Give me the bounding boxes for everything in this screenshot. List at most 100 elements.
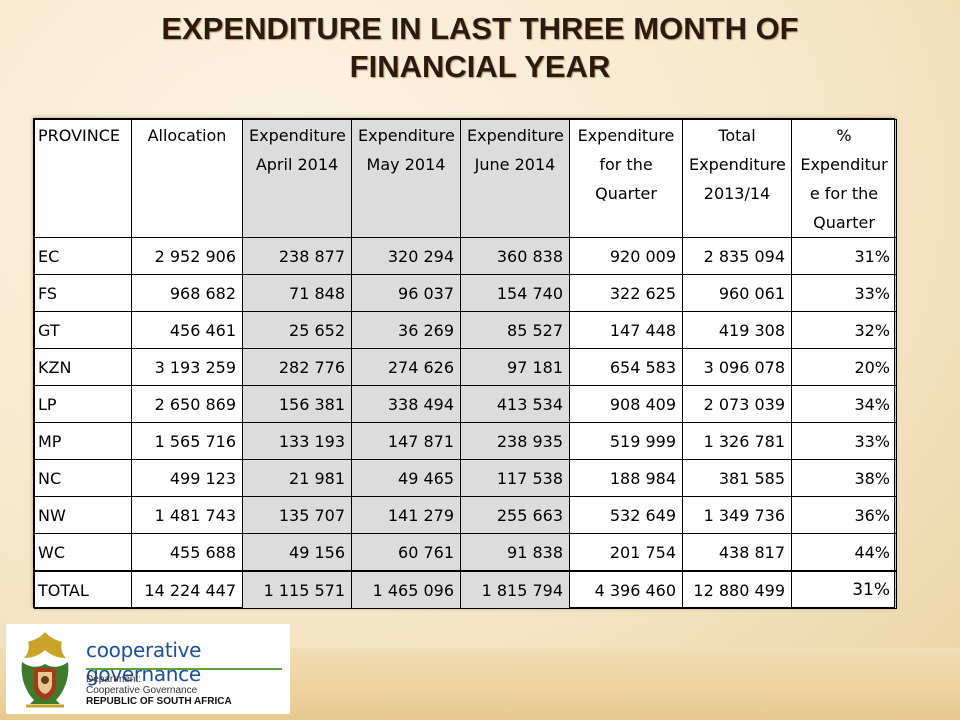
amount-cell: 322 625 [569,274,683,312]
expenditure-table: PROVINCE Allocation Expenditure April 2014 E… [34,119,897,609]
percent-cell: 33% [791,422,897,460]
column-header: % Expenditur e for the Quarter [791,119,897,238]
column-header: Expenditure June 2014 [460,119,570,238]
amount-cell: 908 409 [569,385,683,423]
dept-line-3: REPUBLIC OF SOUTH AFRICA [86,696,232,707]
column-header-line: Total [718,126,756,145]
province-cell: MP [34,422,132,460]
column-header-line: Expenditure [689,155,786,174]
department-text: Department: Cooperative Governance REPUB… [86,674,232,707]
column-header-line: % [836,126,852,145]
column-header: Allocation [131,119,243,238]
amount-cell: 1 481 743 [131,496,243,534]
amount-cell: 21 981 [242,459,352,497]
amount-cell: 960 061 [682,274,792,312]
column-header-line: April 2014 [255,155,339,174]
amount-cell: 97 181 [460,348,570,386]
percent-cell: 31% [791,237,897,275]
department-logo: cooperative governance Department: Coope… [6,624,290,714]
province-cell: NC [34,459,132,497]
amount-cell: 1 465 096 [351,570,461,609]
province-cell: FS [34,274,132,312]
amount-cell: 14 224 447 [131,570,243,609]
amount-cell: 3 096 078 [682,348,792,386]
amount-cell: 968 682 [131,274,243,312]
amount-cell: 91 838 [460,533,570,572]
amount-cell: 920 009 [569,237,683,275]
amount-cell: 60 761 [351,533,461,572]
amount-cell: 3 193 259 [131,348,243,386]
column-header-line: Expenditure [358,126,455,145]
table-row: NW 1 481 743 135 707 141 279 255 663 532 649 1… [34,496,897,534]
province-cell: NW [34,496,132,534]
percent-cell: 34% [791,385,897,423]
amount-cell: 532 649 [569,496,683,534]
amount-cell: 360 838 [460,237,570,275]
province-cell: TOTAL [34,570,132,609]
amount-cell: 201 754 [569,533,683,572]
table-row: FS 968 682 71 848 96 037 154 740 322 625 960 0… [34,274,897,312]
dept-line-1: Department: [86,674,142,685]
amount-cell: 49 156 [242,533,352,572]
expenditure-table-container: PROVINCE Allocation Expenditure April 2014 E… [33,118,897,609]
percent-cell: 20% [791,348,897,386]
coat-of-arms-icon [21,632,69,708]
amount-cell: 133 193 [242,422,352,460]
amount-cell: 2 835 094 [682,237,792,275]
amount-cell: 282 776 [242,348,352,386]
page-title: EXPENDITURE IN LAST THREE MONTH OF FINAN… [0,10,960,86]
amount-cell: 255 663 [460,496,570,534]
table-row: WC 455 688 49 156 60 761 91 838 201 754 438 81… [34,533,897,572]
brand-name: cooperative governance [86,638,202,686]
total-row: TOTAL 14 224 447 1 115 571 1 465 096 1 815 7… [34,570,897,609]
amount-cell: 413 534 [460,385,570,423]
column-header-line: Quarter [813,213,875,232]
amount-cell: 156 381 [242,385,352,423]
table-row: LP 2 650 869 156 381 338 494 413 534 908 409 2… [34,385,897,423]
amount-cell: 274 626 [351,348,461,386]
amount-cell: 456 461 [131,311,243,349]
amount-cell: 338 494 [351,385,461,423]
amount-cell: 117 538 [460,459,570,497]
amount-cell: 1 326 781 [682,422,792,460]
brand-divider [86,668,282,670]
amount-cell: 238 877 [242,237,352,275]
column-header-line: 2013/14 [703,184,771,203]
amount-cell: 36 269 [351,311,461,349]
amount-cell: 25 652 [242,311,352,349]
table-row: KZN 3 193 259 282 776 274 626 97 181 654 583 3… [34,348,897,386]
column-header-line: May 2014 [366,155,446,174]
amount-cell: 154 740 [460,274,570,312]
table-row: EC 2 952 906 238 877 320 294 360 838 920 009 2… [34,237,897,275]
column-header-line: Quarter [595,184,657,203]
amount-cell: 519 999 [569,422,683,460]
amount-cell: 2 073 039 [682,385,792,423]
column-header-line: Allocation [147,126,227,145]
column-header: Total Expenditure 2013/14 [682,119,792,238]
amount-cell: 2 952 906 [131,237,243,275]
percent-cell: 36% [791,496,897,534]
column-header-line: Expenditur [800,155,888,174]
amount-cell: 147 448 [569,311,683,349]
province-cell: KZN [34,348,132,386]
column-header-line: Expenditure [467,126,564,145]
percent-cell: 31% [791,570,897,609]
amount-cell: 71 848 [242,274,352,312]
column-header: Expenditure April 2014 [242,119,352,238]
column-header-line: June 2014 [474,155,556,174]
amount-cell: 12 880 499 [682,570,792,609]
percent-cell: 44% [791,533,897,572]
dept-line-2: Cooperative Governance [86,685,198,696]
amount-cell: 147 871 [351,422,461,460]
province-cell: LP [34,385,132,423]
table-row: NC 499 123 21 981 49 465 117 538 188 984 381 5… [34,459,897,497]
amount-cell: 419 308 [682,311,792,349]
amount-cell: 1 815 794 [460,570,570,609]
column-header: Expenditure May 2014 [351,119,461,238]
title-line-1: EXPENDITURE IN LAST THREE MONTH OF [161,11,799,46]
column-header-line: Expenditure [577,126,675,145]
amount-cell: 499 123 [131,459,243,497]
amount-cell: 188 984 [569,459,683,497]
amount-cell: 96 037 [351,274,461,312]
percent-cell: 32% [791,311,897,349]
